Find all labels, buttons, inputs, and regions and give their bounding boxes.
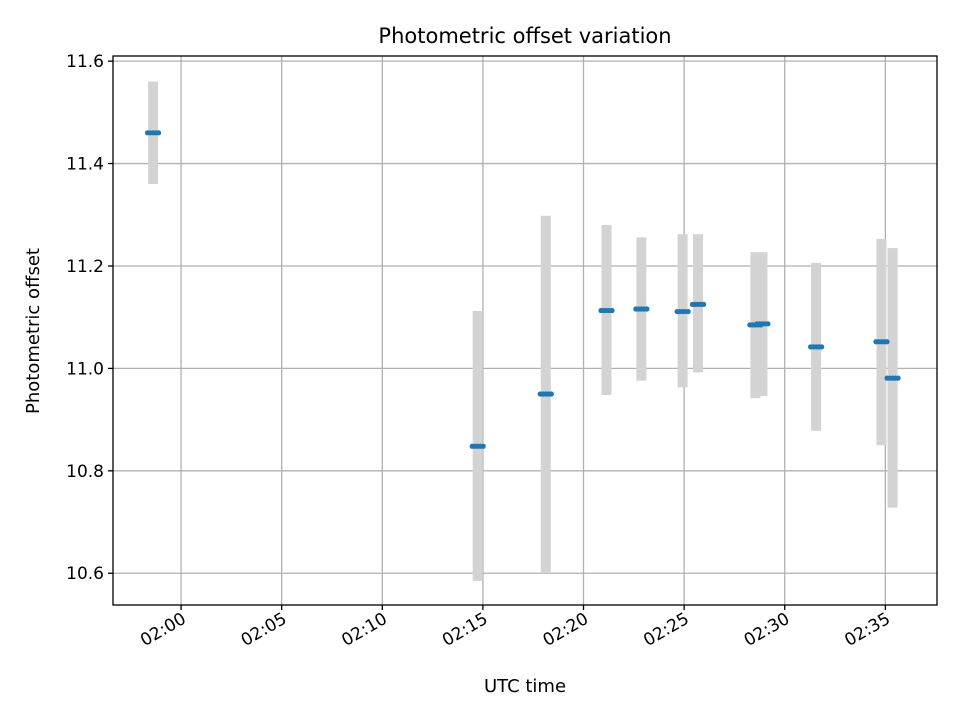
data-point xyxy=(700,301,707,307)
data-point xyxy=(884,339,890,345)
data-point xyxy=(765,321,771,327)
data-points xyxy=(144,130,901,449)
y-tick-label: 10.8 xyxy=(66,462,104,482)
data-point xyxy=(548,391,554,397)
y-axis-title: Photometric offset xyxy=(23,248,44,414)
data-point xyxy=(644,306,650,312)
y-tick-label: 11.2 xyxy=(66,257,104,277)
y-tick-label: 10.6 xyxy=(66,564,104,584)
data-point xyxy=(685,308,691,315)
data-point xyxy=(480,443,486,449)
data-point xyxy=(895,375,901,381)
chart-title: Photometric offset variation xyxy=(378,24,671,48)
plot-frame xyxy=(112,55,938,606)
data-point xyxy=(609,307,615,314)
data-point xyxy=(819,344,825,350)
x-axis-title: UTC time xyxy=(484,676,566,697)
y-tick-label: 11.4 xyxy=(66,155,104,175)
y-tick-label: 11.6 xyxy=(66,52,104,72)
grid xyxy=(113,56,937,605)
y-tick-label: 11.0 xyxy=(66,359,104,379)
data-point xyxy=(156,130,162,136)
